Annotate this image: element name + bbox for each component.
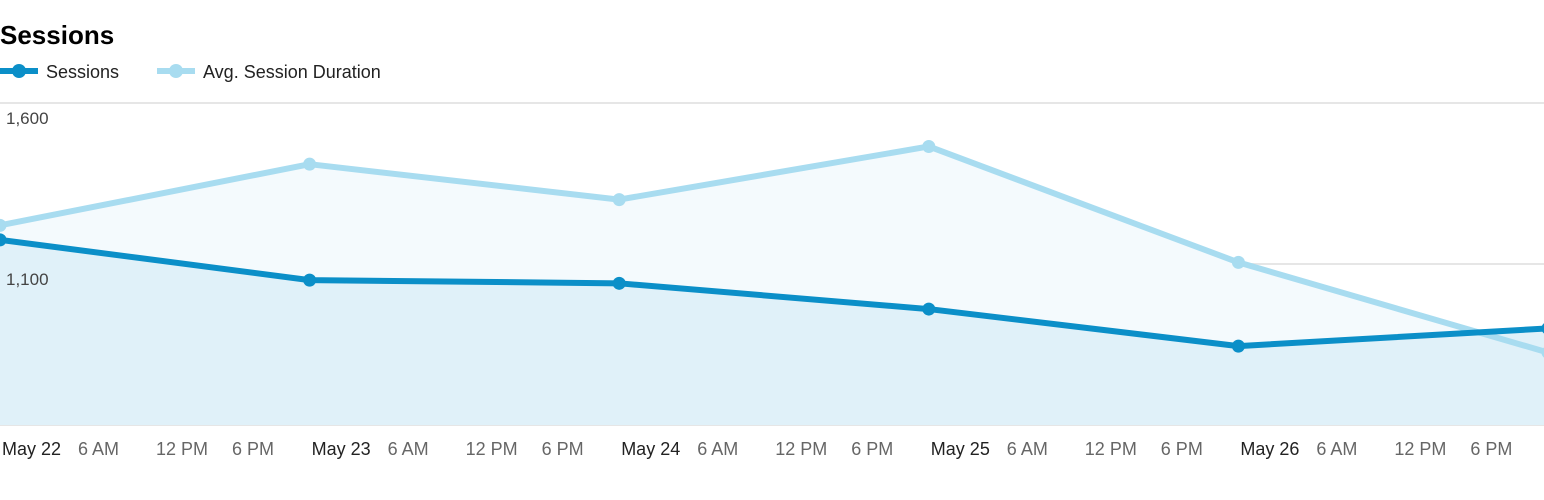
x-axis-labels: May 22 6 AM 12 PM 6 PM May 23 6 AM 12 PM 6 PM Ma… (2, 439, 1512, 459)
x-tick-label-18: 12 PM (1394, 439, 1446, 459)
y-tick-label-0: 1,600 (6, 109, 49, 128)
x-tick-label-5: 6 AM (388, 439, 429, 459)
x-tick-label-17: 6 AM (1316, 439, 1357, 459)
point-avg-5[interactable] (1541, 346, 1544, 359)
y-tick-label-1: 1,100 (6, 270, 49, 289)
x-tick-label-0: May 22 (2, 439, 61, 459)
point-sessions-5[interactable] (1541, 322, 1544, 335)
x-tick-label-1: 6 AM (78, 439, 119, 459)
x-tick-label-9: 6 AM (697, 439, 738, 459)
line-sessions (0, 236, 1544, 350)
x-tick-label-3: 6 PM (232, 439, 274, 459)
point-avg-1[interactable] (303, 157, 317, 171)
x-tick-label-8: May 24 (621, 439, 680, 459)
point-sessions-1[interactable] (303, 273, 317, 287)
x-tick-label-11: 6 PM (851, 439, 893, 459)
y-axis-labels: 1,600 1,100 (6, 109, 49, 289)
x-tick-label-6: 12 PM (466, 439, 518, 459)
area-sessions (0, 239, 1544, 425)
legend-label-avg-session-duration: Avg. Session Duration (203, 62, 381, 82)
x-tick-label-19: 6 PM (1470, 439, 1512, 459)
x-tick-label-4: May 23 (312, 439, 371, 459)
x-tick-label-13: 6 AM (1007, 439, 1048, 459)
point-avg-2[interactable] (612, 193, 626, 207)
point-sessions-4[interactable] (1231, 339, 1245, 353)
x-tick-label-10: 12 PM (775, 439, 827, 459)
point-sessions-2[interactable] (612, 276, 626, 290)
x-tick-label-14: 12 PM (1085, 439, 1137, 459)
legend-swatch-avg-session-duration (157, 64, 195, 78)
series-lines (0, 143, 1544, 355)
legend-label-sessions: Sessions (46, 62, 120, 82)
series-points (0, 139, 1544, 359)
x-tick-label-16: May 26 (1240, 439, 1299, 459)
point-avg-3[interactable] (922, 139, 936, 153)
x-tick-label-12: May 25 (931, 439, 990, 459)
x-tick-label-15: 6 PM (1161, 439, 1203, 459)
point-sessions-3[interactable] (922, 302, 936, 316)
line-avg (0, 143, 1544, 355)
point-avg-4[interactable] (1231, 255, 1245, 269)
legend-swatch-sessions (0, 64, 38, 78)
chart-title: Sessions (0, 20, 115, 50)
x-tick-label-2: 12 PM (156, 439, 208, 459)
series-areas (0, 146, 1544, 425)
point-sessions-0[interactable] (0, 233, 7, 247)
point-avg-0[interactable] (0, 218, 7, 232)
x-tick-label-7: 6 PM (542, 439, 584, 459)
